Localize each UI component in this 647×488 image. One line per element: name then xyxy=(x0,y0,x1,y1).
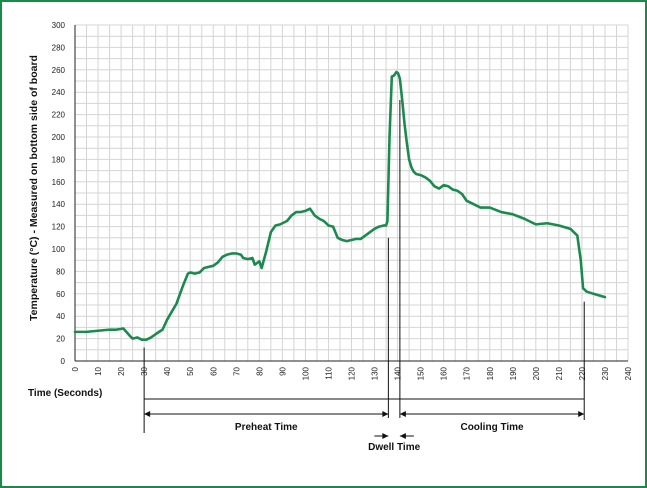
x-tick-label: 100 xyxy=(301,366,310,380)
y-tick-label: 100 xyxy=(52,245,66,254)
y-tick-label: 60 xyxy=(56,290,65,299)
preheat-arrow-left-head xyxy=(144,411,151,417)
y-tick-label: 20 xyxy=(56,335,65,344)
axes xyxy=(74,25,628,362)
x-axis-label: Time (Seconds) xyxy=(28,388,102,399)
x-tick-label: 50 xyxy=(186,366,195,375)
x-axis-ticks: 0102030405060708090100110120130140150160… xyxy=(71,366,633,380)
series xyxy=(73,70,607,342)
y-tick-label: 120 xyxy=(52,223,66,232)
x-tick-label: 200 xyxy=(532,366,541,380)
x-tick-label: 20 xyxy=(117,366,126,375)
preheat-arrow-right-head xyxy=(382,411,389,417)
preheat-time-label: Preheat Time xyxy=(235,422,298,433)
y-tick-label: 180 xyxy=(52,155,66,164)
y-tick-label: 80 xyxy=(56,267,65,276)
x-tick-label: 230 xyxy=(601,366,610,380)
x-tick-label: 240 xyxy=(624,366,633,380)
x-tick-label: 0 xyxy=(71,366,80,371)
x-tick-label: 80 xyxy=(255,366,264,375)
x-tick-label: 40 xyxy=(163,366,172,375)
x-tick-label: 70 xyxy=(232,366,241,375)
y-tick-label: 0 xyxy=(61,357,66,366)
dwell-arrow-left-head xyxy=(382,433,389,439)
y-axis-ticks: 0 20 40 60 80 100 120 140 160 180 200 220 240 260 280 3… xyxy=(52,21,66,366)
cooling-arrow-right-head xyxy=(578,411,585,417)
y-tick-label: 160 xyxy=(52,178,66,187)
x-tick-label: 220 xyxy=(578,366,587,380)
x-tick-label: 150 xyxy=(417,366,426,380)
x-tick-label: 140 xyxy=(394,366,403,380)
dwell-arrow-right-head xyxy=(399,433,406,439)
y-tick-label: 260 xyxy=(52,66,66,75)
x-tick-label: 10 xyxy=(94,366,103,375)
cooling-time-label: Cooling Time xyxy=(460,422,524,433)
y-tick-label: 140 xyxy=(52,200,66,209)
x-tick-label: 60 xyxy=(209,366,218,375)
x-tick-label: 180 xyxy=(486,366,495,380)
y-tick-label: 40 xyxy=(56,312,65,321)
dwell-time-label: Dwell Time xyxy=(368,442,420,453)
y-tick-label: 240 xyxy=(52,88,66,97)
x-tick-label: 190 xyxy=(509,366,518,380)
y-tick-label: 220 xyxy=(52,111,66,120)
x-tick-label: 210 xyxy=(555,366,564,380)
x-tick-label: 130 xyxy=(371,366,380,380)
x-tick-label: 110 xyxy=(324,366,333,379)
x-tick-label: 90 xyxy=(278,366,287,375)
y-tick-label: 280 xyxy=(52,43,66,52)
y-tick-label: 300 xyxy=(52,21,66,30)
x-tick-label: 170 xyxy=(463,366,472,380)
y-tick-label: 200 xyxy=(52,133,66,142)
cooling-arrow-left-head xyxy=(399,411,406,417)
temperature-profile-line xyxy=(73,70,607,342)
time-annotations xyxy=(143,100,585,439)
x-tick-label: 160 xyxy=(440,366,449,380)
y-axis-label: Temperature (°C) - Measured on bottom si… xyxy=(28,55,40,321)
x-tick-label: 120 xyxy=(348,366,357,380)
